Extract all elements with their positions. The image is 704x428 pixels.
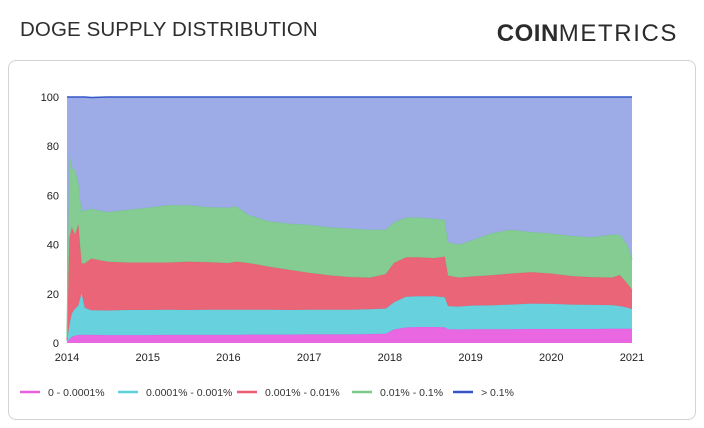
legend: 0 - 0.0001% 0.0001% - 0.001% 0.001% - 0.01… — [20, 387, 514, 399]
y-axis: 0 20 40 60 80 100 — [41, 92, 59, 350]
legend-label: 0 - 0.0001% — [48, 387, 105, 399]
y-tick-label: 60 — [47, 190, 59, 202]
area-series-5 — [67, 97, 632, 338]
legend-label: 0.001% - 0.01% — [265, 387, 340, 399]
chart-title: DOGE SUPPLY DISTRIBUTION — [20, 18, 318, 41]
coinmetrics-logo: COINMETRICS — [497, 20, 678, 48]
x-tick-label: 2014 — [55, 352, 79, 364]
x-axis: 2014 2015 2016 2017 2018 2019 2020 2021 — [55, 352, 644, 364]
logo-light-text: METRICS — [558, 20, 678, 47]
area-layers — [66, 96, 633, 343]
legend-label: > 0.1% — [481, 387, 514, 399]
y-tick-label: 40 — [47, 240, 59, 252]
x-tick-label: 2019 — [458, 352, 482, 364]
legend-label: 0.0001% - 0.001% — [146, 387, 232, 399]
area-series-4 — [67, 153, 632, 340]
x-tick-label: 2016 — [216, 352, 240, 364]
y-tick-label: 20 — [47, 289, 59, 301]
logo-bold-text: COIN — [496, 20, 559, 47]
series-line-5 — [67, 96, 632, 99]
y-tick-label: 80 — [47, 141, 59, 153]
area-series-3 — [67, 224, 632, 341]
x-tick-label: 2017 — [297, 352, 321, 364]
x-tick-label: 2020 — [539, 352, 563, 364]
x-tick-label: 2015 — [135, 352, 159, 364]
legend-label: 0.01% - 0.1% — [380, 387, 443, 399]
area-series-2 — [67, 293, 632, 343]
y-tick-label: 0 — [53, 338, 59, 350]
x-tick-label: 2018 — [378, 352, 402, 364]
x-tick-label: 2021 — [620, 352, 644, 364]
area-series-1 — [67, 327, 632, 343]
y-tick-label: 100 — [41, 92, 59, 104]
